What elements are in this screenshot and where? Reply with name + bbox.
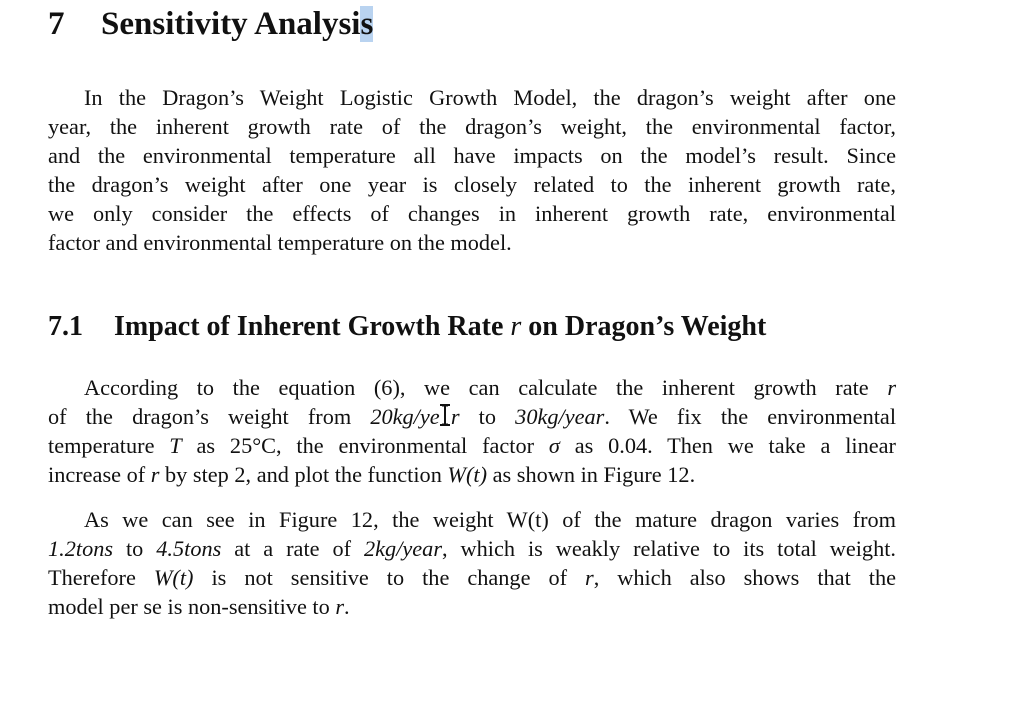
subsection-title: 7.1 Impact of Inherent Growth Rate r on D… (48, 307, 766, 347)
intro-line-2: year, the inherent growth rate of the dr… (48, 114, 896, 139)
p2-line-4: model per se is non-sensitive to r. (48, 594, 350, 619)
p2-line-3: Therefore W(t) is not sensitive to the c… (48, 565, 896, 590)
p2-line-1: As we can see in Figure 12, the weight W… (84, 507, 896, 532)
subsection-title-after: on Dragon’s Weight (521, 311, 767, 342)
p1-line-4: increase of r by step 2, and plot the fu… (48, 462, 696, 487)
intro-line-3: and the environmental temperature all ha… (48, 143, 896, 168)
text-ibeam-cursor-icon (440, 404, 451, 426)
p1-line-3: temperature T as 25°C, the environmental… (48, 433, 896, 458)
paragraph-figure-12[interactable]: As we can see in Figure 12, the weight W… (48, 505, 896, 621)
paragraph-growth-rate[interactable]: According to the equation (6), we can ca… (48, 373, 896, 489)
subsection-symbol: r (510, 311, 522, 342)
intro-paragraph[interactable]: In the Dragon’s Weight Logistic Growth M… (48, 83, 896, 257)
subsection-title-before: Impact of Inherent Growth Rate (114, 311, 511, 342)
section-title-text[interactable]: Sensitivity Analysi (101, 6, 361, 42)
p1-line-1: According to the equation (6), we can ca… (84, 375, 896, 400)
selected-text[interactable]: s (360, 6, 374, 42)
intro-line-4: the dragon’s weight after one year is cl… (48, 172, 896, 197)
section-number: 7 (48, 6, 65, 42)
subsection-number: 7.1 (48, 311, 83, 342)
intro-line-1: In the Dragon’s Weight Logistic Growth M… (84, 85, 896, 110)
math-20kg-year: 20kg/year (370, 404, 460, 429)
intro-line-5: we only consider the effects of changes … (48, 201, 896, 226)
section-title: 7 Sensitivity Analysis (48, 2, 374, 46)
intro-line-6: factor and environmental temperature on … (48, 230, 512, 255)
p2-line-2: 1.2tons to 4.5tons at a rate of 2kg/year… (48, 536, 896, 561)
p1-line-2: of the dragon’s weight from 20kg/year to… (48, 404, 897, 429)
